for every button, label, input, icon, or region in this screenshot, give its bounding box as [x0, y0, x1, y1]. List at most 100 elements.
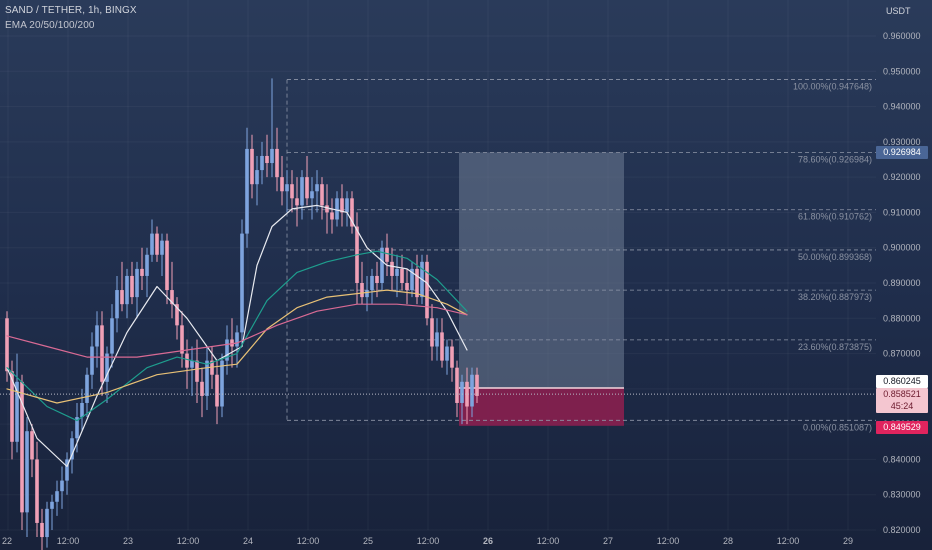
candle-body [115, 290, 119, 319]
candle-body [425, 261, 429, 319]
candle-body [265, 155, 269, 164]
candle [405, 268, 409, 305]
time-tick-label: 12:00 [177, 536, 200, 546]
candle [425, 254, 429, 326]
candle-body [325, 205, 329, 213]
candle-body [350, 198, 354, 227]
candle-body [405, 283, 409, 291]
candle-body [365, 290, 369, 298]
time-tick-label: 28 [723, 536, 733, 546]
candle [350, 191, 354, 234]
candle-body [85, 374, 89, 403]
candle-body [440, 332, 444, 361]
price-tick-label: 0.950000 [883, 66, 921, 76]
price-tick-label: 0.890000 [883, 278, 921, 288]
candle [260, 141, 264, 185]
candle-body [375, 275, 379, 283]
fib-level-label: 100.00%(0.947648) [793, 82, 872, 92]
candle [140, 247, 144, 291]
candle [45, 501, 49, 548]
candle-body [230, 339, 234, 347]
candles [5, 78, 479, 550]
candle [475, 367, 479, 403]
candle [265, 134, 269, 178]
candle [255, 155, 259, 206]
candle-body [140, 268, 144, 276]
candle-body [435, 332, 439, 347]
candle-body [395, 268, 399, 276]
candle [230, 318, 234, 368]
fib-level-label: 38.20%(0.887973) [798, 292, 872, 302]
time-tick-label: 12:00 [657, 536, 680, 546]
candle-body [280, 177, 284, 192]
candle-body [335, 198, 339, 220]
time-tick-label: 12:00 [537, 536, 560, 546]
time-tick-label: 29 [843, 536, 853, 546]
candle-body [65, 459, 69, 481]
candle [120, 261, 124, 312]
candle-body [470, 374, 474, 407]
candle-body [475, 374, 479, 396]
fib-high-price-badge: 0.926984 [876, 146, 928, 159]
time-tick-label: 12:00 [57, 536, 80, 546]
candle-body [80, 402, 84, 418]
candle [415, 254, 419, 305]
ema-line [6, 303, 468, 358]
candle-body [35, 459, 39, 523]
price-tick-label: 0.940000 [883, 102, 921, 112]
candle [310, 177, 314, 220]
price-axis[interactable]: 0.960000 0.950000 0.940000 0.930000 0.920000… [883, 31, 921, 535]
candle-body [20, 381, 24, 513]
candle [35, 441, 39, 538]
candle [180, 311, 184, 368]
candle-body [165, 240, 169, 291]
candle-body [175, 304, 179, 326]
candle [110, 304, 114, 368]
candle-body [130, 275, 134, 298]
price-tick-label: 0.920000 [883, 172, 921, 182]
candle [360, 261, 364, 305]
fib-low-price-badge: 0.849529 [876, 421, 928, 434]
candle [95, 311, 99, 368]
time-axis[interactable]: 22 12:00 23 12:00 24 12:00 25 12:00 26 12:00 27 12:… [2, 536, 853, 546]
candle-body [170, 290, 174, 305]
candle [70, 431, 74, 474]
candle-body [60, 480, 64, 492]
price-tick-label: 0.880000 [883, 313, 921, 323]
candle-body [430, 318, 434, 347]
axis-currency-label: USDT [886, 6, 911, 16]
candle [130, 261, 134, 305]
chart-title[interactable]: SAND / TETHER, 1h, BINGX [5, 5, 137, 16]
candle [460, 374, 464, 425]
fib-level-label: 61.80%(0.910762) [798, 212, 872, 222]
candle [330, 198, 334, 234]
candle [220, 353, 224, 418]
candle-body [400, 268, 404, 283]
long-position-tool[interactable] [459, 152, 624, 426]
candle-body [30, 431, 34, 460]
indicator-legend[interactable]: EMA 20/50/100/200 [5, 20, 95, 31]
candle-body [225, 339, 229, 361]
candle-body [95, 325, 99, 347]
candle [380, 240, 384, 291]
candle [245, 127, 249, 248]
candle [235, 325, 239, 368]
candle [25, 417, 29, 538]
candle [395, 254, 399, 298]
candle [160, 233, 164, 276]
candle [30, 424, 34, 478]
candle-body [275, 148, 279, 178]
price-tick-label: 0.930000 [883, 137, 921, 147]
candle [195, 339, 199, 403]
candle-body [385, 247, 389, 262]
candle [305, 155, 309, 206]
fibonacci-retracement[interactable]: 100.00%(0.947648) 78.60%(0.926984) 61.80%(… [286, 79, 876, 433]
candle [190, 346, 194, 396]
candle [55, 480, 59, 516]
candle-body [5, 318, 9, 372]
candle [150, 219, 154, 262]
candle [115, 275, 119, 333]
price-tick-label: 0.870000 [883, 349, 921, 359]
